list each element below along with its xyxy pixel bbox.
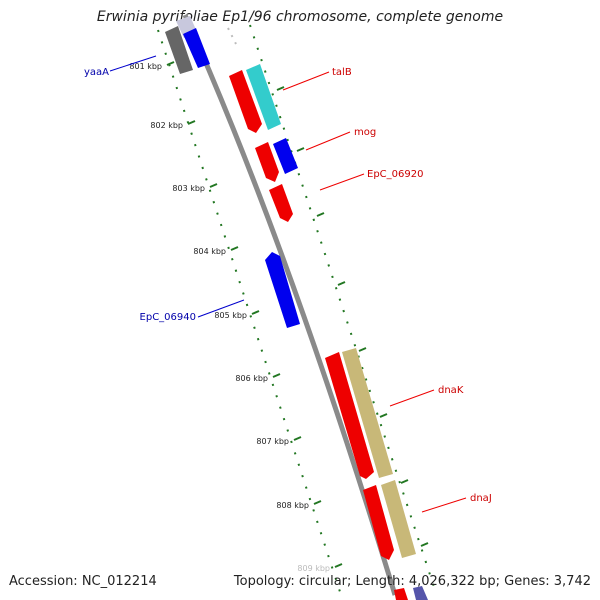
feature-dnaK-red bbox=[325, 352, 374, 479]
feature-talB-cyan bbox=[246, 64, 281, 130]
inner-tick-mark bbox=[337, 281, 346, 286]
inner-tick-mark bbox=[276, 86, 285, 91]
tick-mark bbox=[187, 120, 196, 125]
tick-marks: 801 kbp 802 kbp 803 kbp 804 kbp 805 kbp 806 k… bbox=[129, 61, 429, 573]
tick-mark bbox=[293, 436, 302, 441]
tick-label: 805 kbp bbox=[214, 311, 247, 320]
tick-label: 806 kbp bbox=[235, 374, 268, 383]
inner-tick-mark bbox=[296, 147, 305, 152]
tick-label: 809 kbp bbox=[297, 564, 330, 573]
feature-talB-red bbox=[229, 70, 262, 133]
feature-EpC06920-red bbox=[269, 184, 293, 222]
tick-mark bbox=[334, 563, 343, 568]
feature-dnaJ-red bbox=[363, 485, 394, 560]
feature-bottom-blue bbox=[413, 586, 428, 600]
gene-label-EpC_06940: EpC_06940 bbox=[140, 312, 196, 323]
feature-dnaK-tan bbox=[342, 348, 393, 478]
chromosome-backbone bbox=[182, 13, 398, 596]
feature-mog-blue bbox=[273, 138, 298, 174]
tick-mark bbox=[166, 61, 175, 66]
inner-tick-mark bbox=[400, 479, 409, 484]
tick-label: 804 kbp bbox=[193, 247, 226, 256]
inner-tick-mark bbox=[379, 413, 388, 418]
inner-tick-mark bbox=[358, 347, 367, 352]
gene-label-mog: mog bbox=[354, 127, 376, 138]
gene-label-yaaA: yaaA bbox=[84, 67, 109, 78]
label-leaders bbox=[109, 55, 467, 513]
top-gray-track bbox=[227, 27, 237, 45]
tick-mark bbox=[230, 246, 239, 251]
feature-mog-red bbox=[255, 142, 279, 182]
gene-labels: yaaA talB mog EpC_06920 EpC_06940 dnaK d… bbox=[84, 67, 492, 504]
inner-tick-mark bbox=[316, 212, 325, 217]
feature-bottom-red bbox=[394, 588, 408, 600]
inner-tick-mark bbox=[420, 542, 429, 547]
tick-mark bbox=[209, 183, 218, 188]
gene-label-dnaK: dnaK bbox=[438, 385, 464, 396]
tick-mark bbox=[313, 500, 322, 505]
tick-label: 802 kbp bbox=[150, 121, 183, 130]
feature-EpC06940-blue bbox=[265, 252, 300, 328]
accession-text: Accession: NC_012214 bbox=[9, 574, 157, 589]
gene-label-dnaJ: dnaJ bbox=[470, 493, 492, 504]
feature-gray-block bbox=[165, 26, 193, 74]
gene-label-talB: talB bbox=[332, 67, 352, 78]
tick-label: 808 kbp bbox=[276, 501, 309, 510]
map-title: Erwinia pyrifoliae Ep1/96 chromosome, co… bbox=[96, 9, 504, 25]
tick-label: 803 kbp bbox=[172, 184, 205, 193]
tick-label: 801 kbp bbox=[129, 62, 162, 71]
feature-yaaA-blue bbox=[183, 28, 210, 68]
tick-mark bbox=[251, 310, 260, 315]
genome-summary-text: Topology: circular; Length: 4,026,322 bp… bbox=[233, 574, 591, 589]
tick-label: 807 kbp bbox=[256, 437, 289, 446]
feature-dnaJ-tan bbox=[381, 480, 416, 558]
gene-label-EpC_06920: EpC_06920 bbox=[367, 169, 423, 180]
tick-mark bbox=[272, 373, 281, 378]
